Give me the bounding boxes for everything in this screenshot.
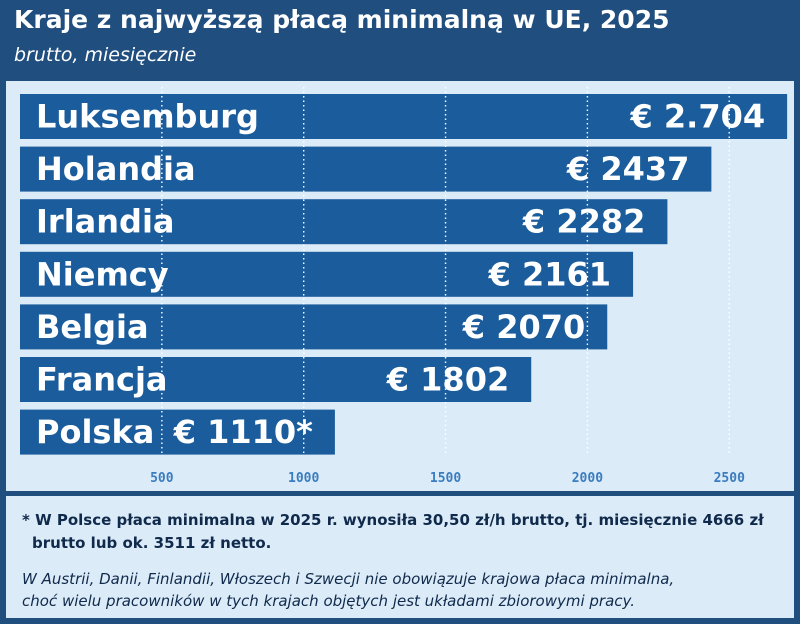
labels-layer: Luksemburg € 2.704 Holandia € 2437 Irlandia €… — [36, 98, 765, 452]
x-tick-label: 1500 — [430, 471, 461, 486]
note: W Austrii, Danii, Finlandii, Włoszech i … — [22, 568, 782, 612]
bar-luksemburg — [20, 94, 788, 139]
bar-chart: Luksemburg € 2.704 Holandia € 2437 Irlandia €… — [20, 87, 788, 486]
footnote-line-2: brutto lub ok. 3511 zł netto. — [32, 534, 272, 552]
value-label: € 1110* — [173, 413, 313, 451]
bar-polska — [20, 409, 335, 455]
x-tick-label: 500 — [150, 471, 174, 486]
footnote: * W Polsce płaca minimalna w 2025 r. wyn… — [22, 509, 782, 555]
notes-panel: * W Polsce płaca minimalna w 2025 r. wyn… — [6, 496, 794, 618]
value-label: € 2282 — [522, 203, 645, 241]
note-line-2: choć wielu pracowników w tych krajach ob… — [22, 592, 636, 610]
category-label: Luksemburg — [36, 98, 259, 136]
x-tick-label: 2500 — [714, 471, 745, 486]
bar-holandia — [20, 146, 712, 192]
footnote-line-1: * W Polsce płaca minimalna w 2025 r. wyn… — [22, 511, 764, 529]
category-label: Belgia — [36, 308, 149, 346]
x-axis-ticks: 500 1000 1500 2000 2500 — [150, 471, 745, 486]
value-label: € 2.704 — [629, 98, 765, 136]
category-label: Polska — [36, 413, 154, 451]
category-label: Niemcy — [36, 255, 169, 293]
value-label: € 2070 — [462, 308, 585, 346]
value-label: € 2437 — [566, 150, 689, 188]
category-label: Irlandia — [36, 203, 175, 241]
value-label: € 1802 — [386, 361, 509, 399]
bar-irlandia — [20, 199, 668, 245]
note-line-1: W Austrii, Danii, Finlandii, Włoszech i … — [22, 570, 675, 588]
category-label: Holandia — [36, 150, 196, 188]
page-title: Kraje z najwyższą płacą minimalną w UE, … — [14, 5, 670, 34]
x-tick-label: 1000 — [288, 471, 319, 486]
page-subtitle: brutto, miesięcznie — [14, 44, 197, 66]
x-tick-label: 2000 — [572, 471, 603, 486]
category-label: Francja — [36, 361, 168, 399]
bar-belgia — [20, 304, 608, 350]
bar-niemcy — [20, 251, 634, 297]
chart-panel: Luksemburg € 2.704 Holandia € 2437 Irlandia €… — [6, 81, 794, 491]
value-label: € 2161 — [488, 255, 611, 293]
